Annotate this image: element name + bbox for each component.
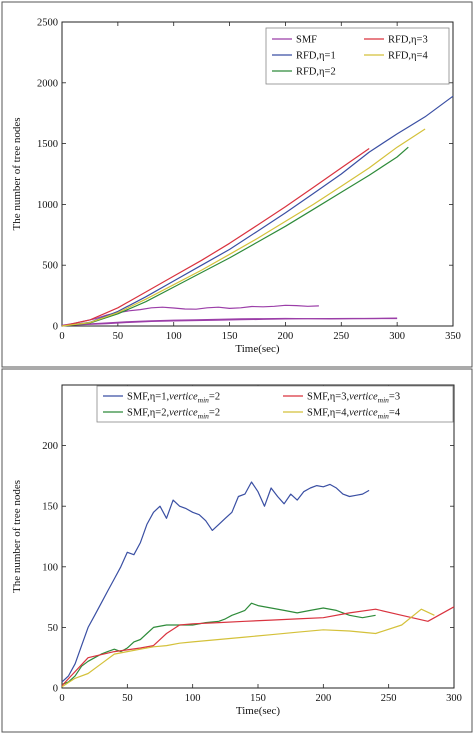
- y-tick-label: 2000: [37, 78, 58, 89]
- y-tick-label: 150: [42, 502, 58, 513]
- legend-label: SMF,η=2,verticemin=2: [127, 408, 220, 421]
- x-tick-label: 300: [389, 331, 405, 342]
- x-tick-label: 350: [445, 331, 461, 342]
- series-line-1: [61, 602, 376, 685]
- top-chart-legend-box: [265, 27, 450, 85]
- x-tick-label: 150: [250, 693, 266, 704]
- legend-label: RFD,η=4: [388, 51, 428, 62]
- x-tick-label: 250: [333, 331, 349, 342]
- y-tick-label: 200: [42, 441, 58, 452]
- y-tick-label: 1000: [37, 200, 58, 211]
- bottom-panel-frame: [1, 368, 473, 733]
- y-tick-label: 0: [53, 322, 58, 333]
- bottom-chart-axes-box: [61, 384, 455, 689]
- legend-label: RFD,η=3: [388, 35, 428, 46]
- x-tick-label: 200: [278, 331, 294, 342]
- x-tick-label: 50: [113, 331, 124, 342]
- bottom-chart-series: [61, 481, 455, 688]
- top-chart: 0 50 100 150 200 250 300 350 0 500 1000 1500 2000 250…: [11, 18, 461, 356]
- bottom-chart: 0 50 100 150 200 250 300 0 50 100 150 200 Time(sec)…: [11, 384, 462, 717]
- legend-label: SMF,η=3,verticemin=3: [307, 392, 400, 405]
- x-tick-label: 150: [222, 331, 238, 342]
- top-chart-y-axis-label: The number of tree nodes: [11, 117, 23, 230]
- x-tick-label: 100: [166, 331, 182, 342]
- series-line-3: [61, 608, 435, 688]
- bottom-chart-x-axis-label: Time(sec): [236, 705, 281, 717]
- x-tick-label: 300: [446, 693, 462, 704]
- y-tick-label: 0: [53, 684, 58, 695]
- x-tick-label: 100: [185, 693, 201, 704]
- bottom-chart-ticks: 0 50 100 150 200 250 300 0 50 100 150 200: [42, 385, 462, 704]
- top-panel-frame: [1, 1, 473, 368]
- series-line-4: [61, 146, 409, 327]
- series-line-2: [61, 317, 398, 326]
- series-line-6: [61, 128, 426, 327]
- y-tick-label: 500: [42, 261, 58, 272]
- legend-label: RFD,η=2: [296, 67, 336, 78]
- y-tick-label: 1500: [37, 139, 58, 150]
- x-tick-label: 50: [122, 693, 133, 704]
- top-chart-x-axis-label: Time(sec): [235, 343, 280, 355]
- y-tick-label: 100: [42, 562, 58, 573]
- legend-label: SMF: [296, 35, 317, 46]
- x-tick-label: 0: [59, 693, 64, 704]
- top-chart-series: [61, 95, 454, 327]
- top-chart-legend: SMF RFD,η=3 RFD,η=1 RFD,η=4 RFD,η=2: [265, 27, 450, 85]
- top-chart-axes-box: [61, 21, 454, 327]
- x-tick-label: 250: [381, 693, 397, 704]
- series-line-0: [61, 481, 370, 683]
- series-line-5: [61, 148, 370, 327]
- x-tick-label: 0: [59, 331, 64, 342]
- legend-label: SMF,η=1,verticemin=2: [127, 392, 220, 405]
- x-tick-label: 200: [315, 693, 331, 704]
- bottom-chart-legend-box: [96, 385, 454, 423]
- y-tick-label: 2500: [37, 18, 58, 29]
- bottom-chart-legend: SMF,η=1,verticemin=2 SMF,η=2,verticemin=2…: [96, 385, 454, 423]
- bottom-chart-y-axis-label: The number of tree nodes: [11, 480, 23, 593]
- series-line-2: [61, 606, 455, 687]
- legend-label: RFD,η=1: [296, 51, 336, 62]
- y-tick-label: 50: [48, 623, 59, 634]
- series-line-0: [61, 304, 319, 326]
- legend-label: SMF,η=4,verticemin=4: [307, 408, 401, 421]
- series-line-3: [61, 95, 454, 327]
